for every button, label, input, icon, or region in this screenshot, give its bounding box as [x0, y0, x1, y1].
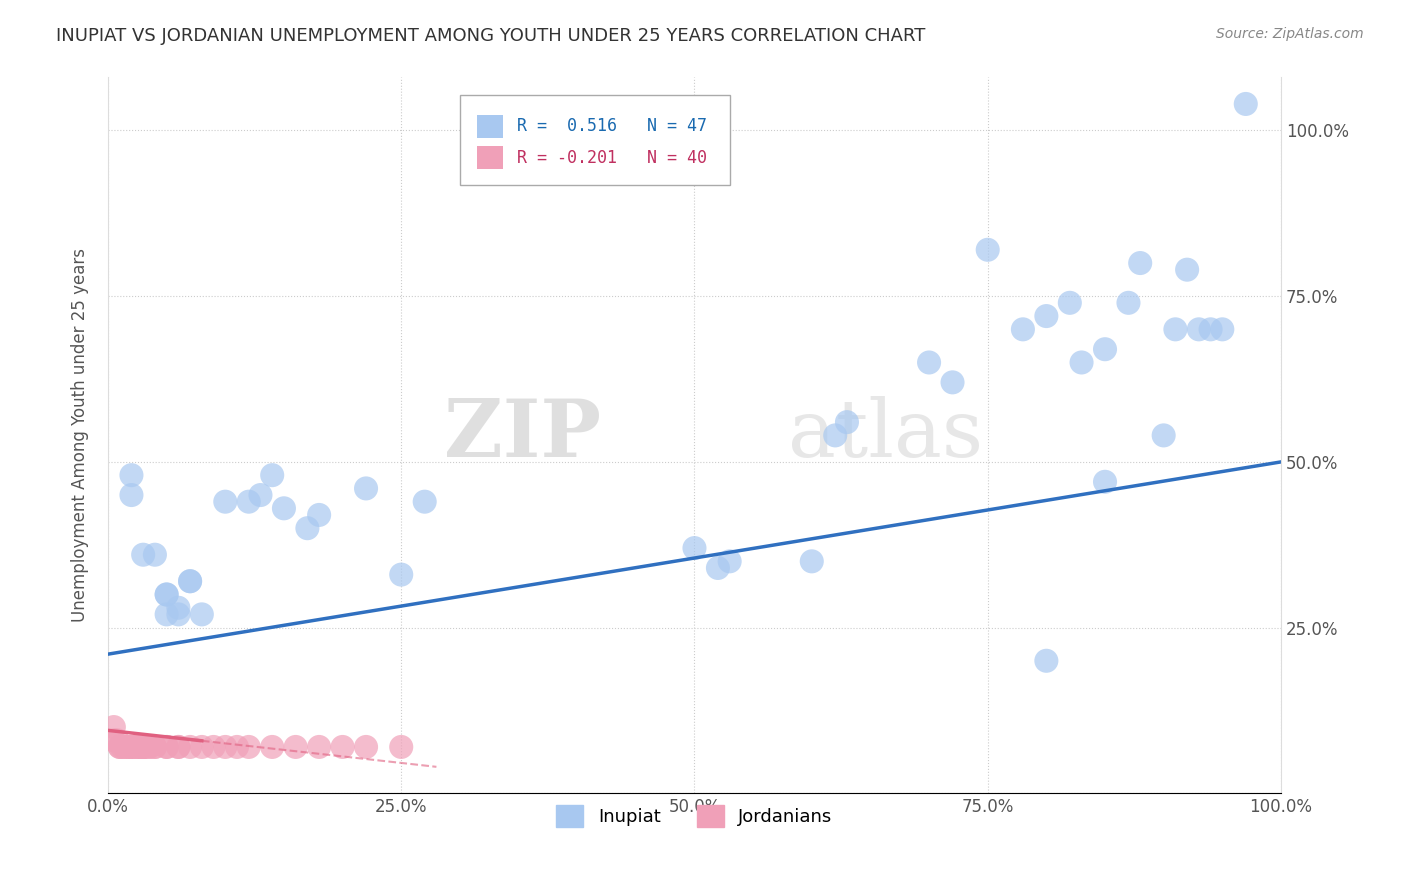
- Point: [824, 428, 846, 442]
- Point: [1199, 322, 1222, 336]
- Point: [214, 494, 236, 508]
- Point: [103, 720, 125, 734]
- Y-axis label: Unemployment Among Youth under 25 years: Unemployment Among Youth under 25 years: [72, 248, 89, 623]
- Point: [132, 548, 155, 562]
- Point: [132, 739, 155, 754]
- Text: ZIP: ZIP: [444, 396, 600, 475]
- Point: [262, 468, 284, 483]
- Point: [132, 739, 155, 754]
- Text: INUPIAT VS JORDANIAN UNEMPLOYMENT AMONG YOUTH UNDER 25 YEARS CORRELATION CHART: INUPIAT VS JORDANIAN UNEMPLOYMENT AMONG …: [56, 27, 925, 45]
- Point: [308, 739, 330, 754]
- Point: [249, 488, 271, 502]
- Point: [103, 733, 125, 747]
- Point: [1035, 654, 1057, 668]
- Point: [108, 739, 131, 754]
- Point: [143, 739, 166, 754]
- Point: [127, 739, 149, 754]
- Point: [167, 607, 190, 622]
- Point: [413, 494, 436, 508]
- Point: [167, 600, 190, 615]
- Text: atlas: atlas: [789, 396, 983, 475]
- Point: [1118, 295, 1140, 310]
- Point: [354, 482, 377, 496]
- Point: [941, 376, 963, 390]
- Point: [1175, 262, 1198, 277]
- Point: [156, 739, 179, 754]
- Point: [120, 488, 142, 502]
- Point: [156, 607, 179, 622]
- Point: [127, 739, 149, 754]
- Point: [191, 739, 214, 754]
- Point: [800, 554, 823, 568]
- FancyBboxPatch shape: [478, 146, 503, 169]
- Point: [1129, 256, 1152, 270]
- Point: [1211, 322, 1233, 336]
- Point: [1153, 428, 1175, 442]
- Point: [114, 739, 136, 754]
- Point: [718, 554, 741, 568]
- Point: [707, 561, 730, 575]
- Point: [273, 501, 295, 516]
- Point: [132, 739, 155, 754]
- Point: [120, 739, 142, 754]
- Point: [143, 548, 166, 562]
- Point: [138, 739, 160, 754]
- Point: [226, 739, 249, 754]
- Point: [143, 739, 166, 754]
- Point: [835, 415, 858, 429]
- Point: [354, 739, 377, 754]
- Point: [1070, 355, 1092, 369]
- Point: [1059, 295, 1081, 310]
- Point: [308, 508, 330, 522]
- Point: [118, 739, 141, 754]
- Point: [108, 739, 131, 754]
- Point: [179, 574, 201, 589]
- Point: [284, 739, 307, 754]
- Point: [297, 521, 319, 535]
- Point: [1188, 322, 1211, 336]
- Point: [120, 739, 142, 754]
- Point: [114, 739, 136, 754]
- Point: [238, 494, 260, 508]
- Point: [167, 739, 190, 754]
- Legend: Inupiat, Jordanians: Inupiat, Jordanians: [550, 798, 839, 834]
- Text: Source: ZipAtlas.com: Source: ZipAtlas.com: [1216, 27, 1364, 41]
- Point: [179, 574, 201, 589]
- Point: [132, 739, 155, 754]
- Point: [389, 567, 412, 582]
- Point: [105, 733, 128, 747]
- Point: [1094, 343, 1116, 357]
- Point: [683, 541, 706, 555]
- Point: [918, 355, 941, 369]
- Point: [977, 243, 1000, 257]
- Point: [191, 607, 214, 622]
- Point: [1012, 322, 1035, 336]
- Point: [202, 739, 225, 754]
- Point: [262, 739, 284, 754]
- Point: [120, 468, 142, 483]
- Point: [1035, 309, 1057, 323]
- Point: [1164, 322, 1187, 336]
- Point: [1234, 97, 1257, 112]
- FancyBboxPatch shape: [478, 115, 503, 137]
- Point: [132, 739, 155, 754]
- Point: [120, 739, 142, 754]
- Text: R =  0.516   N = 47: R = 0.516 N = 47: [517, 117, 707, 135]
- Point: [238, 739, 260, 754]
- Point: [1094, 475, 1116, 489]
- Point: [156, 739, 179, 754]
- Point: [156, 587, 179, 601]
- Text: R = -0.201   N = 40: R = -0.201 N = 40: [517, 149, 707, 167]
- FancyBboxPatch shape: [460, 95, 730, 185]
- Point: [389, 739, 412, 754]
- Point: [214, 739, 236, 754]
- Point: [167, 739, 190, 754]
- Point: [179, 739, 201, 754]
- Point: [111, 739, 134, 754]
- Point: [138, 739, 160, 754]
- Point: [332, 739, 354, 754]
- Point: [156, 587, 179, 601]
- Point: [127, 739, 149, 754]
